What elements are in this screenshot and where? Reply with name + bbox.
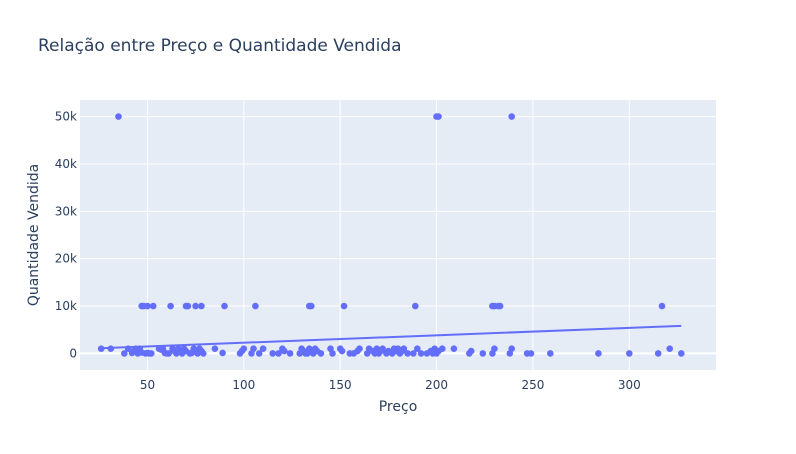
data-point [165,350,172,357]
data-point [340,302,348,310]
data-point [338,347,346,355]
data-point [450,345,458,353]
data-point [240,345,248,353]
data-point [467,347,475,355]
data-point [308,302,315,310]
data-point [198,302,205,310]
data-point [491,345,498,353]
data-point [379,345,386,353]
data-point [167,302,174,310]
data-point [259,345,267,353]
data-point [124,345,132,353]
data-point [414,345,421,353]
data-point [666,345,673,353]
data-point [219,349,226,357]
y-tick-label: 0 [69,346,77,360]
y-tick-label: 30k [55,204,77,218]
x-tick-label: 50 [140,378,155,392]
data-point [404,350,411,357]
y-tick-label: 20k [55,252,77,266]
data-points [97,113,685,357]
data-point [654,350,662,357]
data-point [149,302,157,310]
data-point [496,302,504,310]
data-point [269,350,277,357]
data-point [286,350,294,357]
data-point [192,302,199,310]
y-tick-label: 40k [55,157,77,171]
data-point [595,350,602,357]
data-point [435,113,442,120]
trendline-layer [101,324,682,350]
data-point [479,350,487,357]
data-point [144,302,151,310]
x-tick-label: 100 [232,378,255,392]
data-point [281,347,288,355]
data-point [417,350,425,357]
data-point [211,345,219,353]
data-point [626,350,633,357]
y-tick-label: 10k [55,299,77,313]
data-point [275,350,282,357]
tick-labels: 50 100 150 200 250 300 0 10k 20k 30k 40k 50k [55,110,641,392]
data-point [356,345,363,353]
x-tick-label: 300 [618,378,641,392]
data-point [250,345,257,353]
chart-title: Relação entre Preço e Quantidade Vendida [38,36,402,56]
trendline [101,324,682,350]
y-axis-label: Quantidade Vendida [26,164,42,306]
data-point [200,350,207,357]
data-point [410,350,417,357]
data-point [527,350,535,357]
data-point [115,113,122,120]
x-tick-label: 150 [329,378,352,392]
x-tick-label: 200 [425,378,448,392]
x-axis-label: Preço [379,399,418,415]
x-tick-label: 250 [521,378,544,392]
data-point [439,345,446,353]
y-tick-label: 50k [55,110,77,124]
data-point [184,302,192,310]
data-point [412,302,419,310]
data-point [508,345,515,353]
data-point [658,302,666,310]
data-point [252,302,259,310]
data-point [121,350,128,357]
data-point [678,350,685,357]
data-point [329,350,336,357]
data-point [148,350,155,357]
data-point [97,345,105,353]
plot-area [80,100,716,370]
data-point [547,350,554,357]
data-point [317,350,325,357]
data-point [400,345,408,353]
data-point [508,113,515,120]
data-point [255,350,263,357]
data-point [107,345,115,353]
data-point [221,302,228,310]
